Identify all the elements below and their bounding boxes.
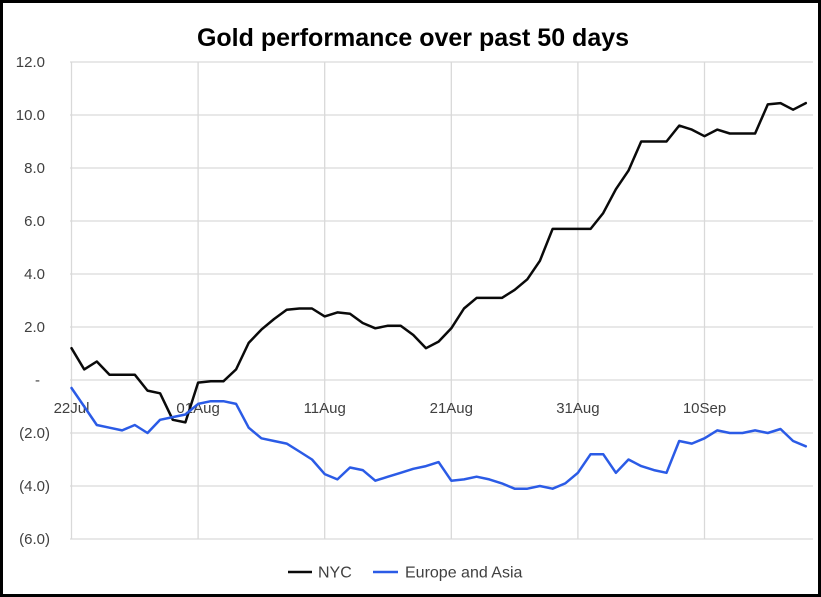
- y-tick-label: 4.0: [24, 266, 45, 283]
- y-tick-label: (2.0): [19, 425, 50, 442]
- y-tick-label: 10.0: [16, 107, 45, 124]
- legend: NYC Europe and Asia: [288, 565, 523, 582]
- series-line-nyc: [70, 101, 808, 424]
- x-tick-label: 22Jul: [54, 400, 90, 417]
- y-tick-label: -: [35, 372, 40, 389]
- x-tick-label: 31Aug: [556, 400, 599, 417]
- legend-label-nyc: NYC: [318, 565, 352, 582]
- x-tick-label: 21Aug: [430, 400, 473, 417]
- y-tick-label: 6.0: [24, 213, 45, 230]
- chart-title: Gold performance over past 50 days: [197, 24, 629, 52]
- y-tick-label: 8.0: [24, 160, 45, 177]
- gridlines: [70, 61, 813, 540]
- x-tick-label: 10Sep: [683, 400, 726, 417]
- data-series: [70, 101, 808, 490]
- legend-label-europe-and-asia: Europe and Asia: [405, 565, 523, 582]
- series-line-europe-and-asia: [70, 386, 808, 490]
- y-tick-label: 2.0: [24, 319, 45, 336]
- x-tick-label: 11Aug: [304, 400, 346, 417]
- y-tick-label: (6.0): [19, 531, 50, 548]
- y-tick-label: 12.0: [16, 54, 45, 71]
- y-axis-tick-labels: 12.0 10.0 8.0 6.0 4.0 2.0 - (2.0) (4.0) (6.0): [16, 54, 50, 548]
- y-tick-label: (4.0): [19, 478, 50, 495]
